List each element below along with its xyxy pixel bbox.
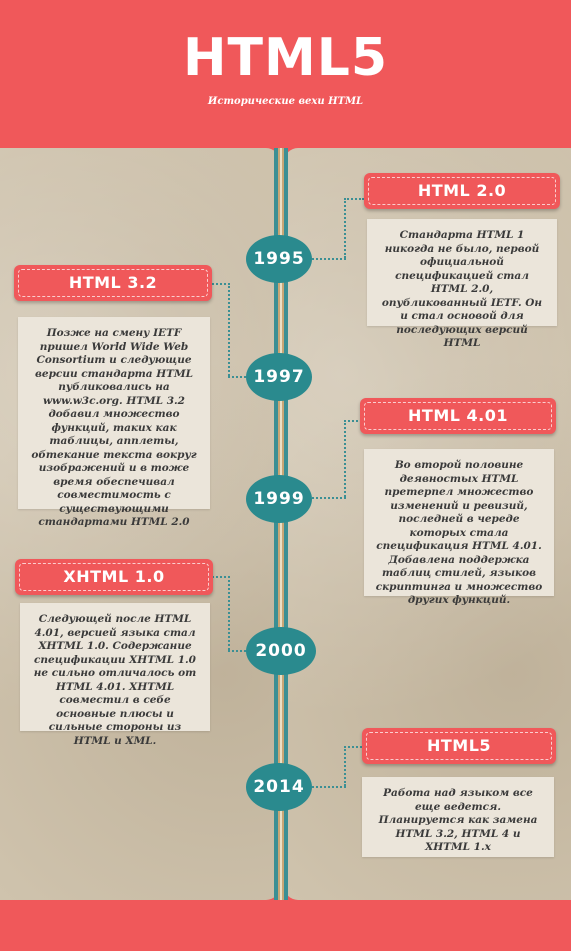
milestone-text-html-3-2: Позже на смену IETF пришел World Wide We… xyxy=(18,317,210,528)
page-title: HTML5 xyxy=(182,28,389,88)
milestone-text-html-4-01: Во второй половине деявностых HTML прете… xyxy=(364,449,554,606)
footer-banner xyxy=(0,900,571,951)
connector-2000-h2 xyxy=(212,576,230,578)
connector-2000-v xyxy=(228,576,230,650)
milestone-title-html-3-2: HTML 3.2 xyxy=(14,265,212,301)
year-badge-2014: 2014 xyxy=(246,763,312,811)
connector-1995 xyxy=(312,258,346,260)
timeline-center-line xyxy=(280,148,282,900)
year-badge-1997: 1997 xyxy=(246,353,312,401)
connector-2014 xyxy=(312,786,346,788)
milestone-title-xhtml-1-0: XHTML 1.0 xyxy=(15,559,213,595)
milestone-title-html-4-01: HTML 4.01 xyxy=(360,398,556,434)
milestone-text-xhtml-1-0: Следующей после HTML 4.01, версией языка… xyxy=(20,603,210,747)
connector-1995-v xyxy=(344,198,346,258)
milestone-title-html5: HTML5 xyxy=(362,728,556,764)
milestone-title-html-2-0: HTML 2.0 xyxy=(364,173,560,209)
connector-1997-h2 xyxy=(212,283,230,285)
page-subtitle: Исторические вехи HTML xyxy=(207,96,364,107)
connector-1997 xyxy=(228,376,250,378)
year-badge-1999: 1999 xyxy=(246,475,312,523)
connector-1995-h2 xyxy=(344,198,364,200)
header-banner xyxy=(0,0,571,148)
connector-2000 xyxy=(228,650,250,652)
year-badge-1995: 1995 xyxy=(246,235,312,283)
connector-1999-v xyxy=(344,420,346,497)
year-badge-2000: 2000 xyxy=(246,627,316,675)
connector-1999-h2 xyxy=(344,420,362,422)
milestone-text-html5: Работа над языком все еще ведется. Плани… xyxy=(362,777,554,857)
connector-2014-h2 xyxy=(344,746,362,748)
milestone-text-html-2-0: Стандарта HTML 1 никогда не было, первой… xyxy=(367,219,557,349)
connector-1997-v xyxy=(228,283,230,376)
connector-2014-v xyxy=(344,746,346,786)
connector-1999 xyxy=(312,497,346,499)
